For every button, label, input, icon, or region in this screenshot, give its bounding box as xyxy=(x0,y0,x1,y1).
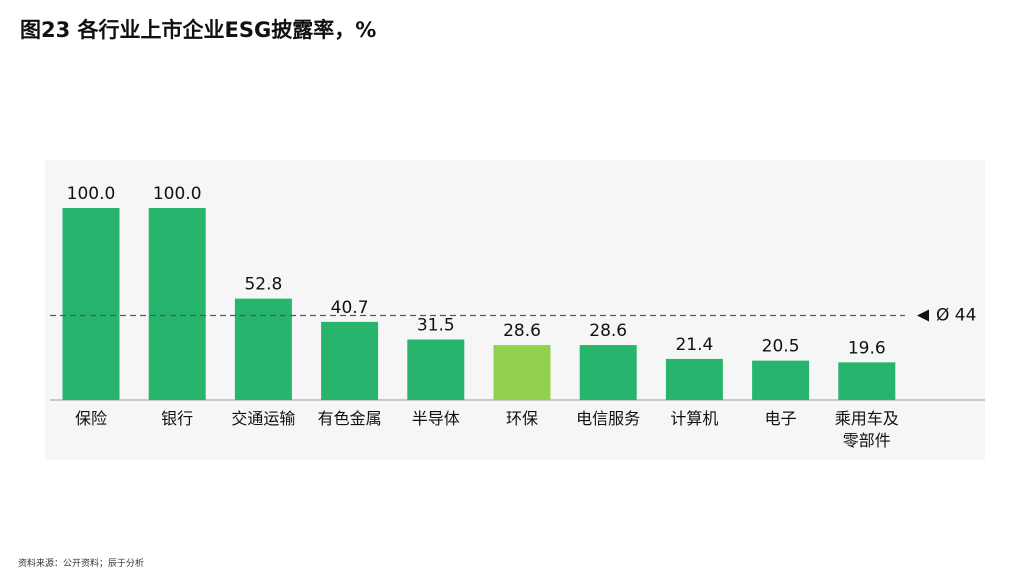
value-label: 40.7 xyxy=(331,298,369,318)
bar xyxy=(838,362,896,400)
x-tick-label: 电信服务 xyxy=(576,409,641,428)
bar xyxy=(665,358,723,400)
bar xyxy=(579,345,637,400)
value-label: 20.5 xyxy=(762,337,800,357)
average-label: Ø 44 xyxy=(936,306,976,326)
value-label: 19.6 xyxy=(848,338,886,358)
value-label: 31.5 xyxy=(417,316,455,336)
x-tick-label: 电子 xyxy=(764,409,797,428)
bar xyxy=(752,360,810,400)
value-label: 28.6 xyxy=(589,321,627,341)
value-label: 100.0 xyxy=(67,184,116,204)
x-tick-label: 环保 xyxy=(505,409,538,428)
value-label: 100.0 xyxy=(153,184,202,204)
bar xyxy=(62,208,120,400)
chart-title: 图23 各行业上市企业ESG披露率，% xyxy=(20,18,377,42)
x-tick-label: 乘用车及零部件 xyxy=(834,409,899,450)
source-note: 资料来源：公开资料；辰于分析 xyxy=(18,559,145,569)
x-tick-label: 交通运输 xyxy=(231,409,296,428)
bar xyxy=(321,321,379,400)
value-label: 28.6 xyxy=(503,321,541,341)
value-label: 21.4 xyxy=(675,335,713,355)
bar xyxy=(407,339,465,400)
x-tick-label: 保险 xyxy=(74,409,107,428)
value-label: 52.8 xyxy=(244,275,282,295)
x-tick-label: 半导体 xyxy=(411,409,460,428)
x-tick-label: 银行 xyxy=(161,409,194,428)
average-marker xyxy=(917,309,929,322)
bar xyxy=(234,298,292,400)
bar xyxy=(493,345,551,400)
bar xyxy=(148,208,206,400)
x-tick-label: 计算机 xyxy=(670,409,719,428)
x-tick-label: 有色金属 xyxy=(317,409,382,428)
